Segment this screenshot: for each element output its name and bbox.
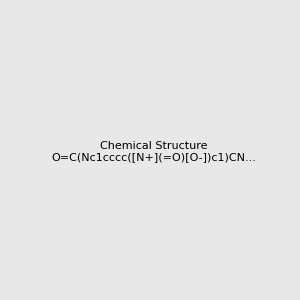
Text: Chemical Structure
O=C(Nc1cccc([N+](=O)[O-])c1)CN...: Chemical Structure O=C(Nc1cccc([N+](=O)[… bbox=[51, 141, 256, 162]
